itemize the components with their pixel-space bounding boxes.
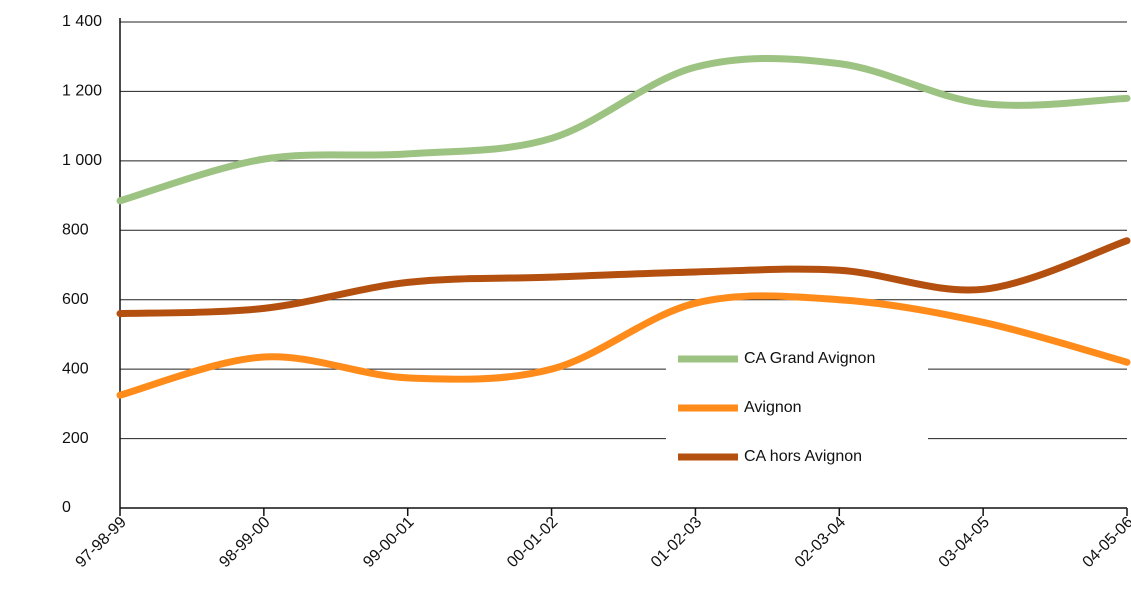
y-tick-label: 200 bbox=[62, 430, 89, 447]
x-tick-label: 98-99-00 bbox=[216, 514, 273, 571]
y-tick-label: 0 bbox=[62, 499, 71, 516]
line bbox=[116, 292, 1131, 399]
x-tick-label: 01-02-03 bbox=[648, 514, 705, 571]
legend-label: CA Grand Avignon bbox=[744, 350, 875, 367]
line bbox=[116, 237, 1131, 318]
line bbox=[116, 54, 1131, 205]
y-tick-label: 1 000 bbox=[62, 152, 102, 169]
x-tick-label: 02-03-04 bbox=[792, 514, 849, 571]
legend-label: CA hors Avignon bbox=[744, 448, 862, 465]
x-tick-label: 04-05-06 bbox=[1080, 514, 1131, 571]
y-tick-label: 1 400 bbox=[62, 13, 102, 30]
x-tick-label: 99-00-01 bbox=[360, 514, 417, 571]
x-tick-label: 97-98-99 bbox=[73, 514, 130, 571]
y-tick-label: 1 200 bbox=[62, 83, 102, 100]
y-tick-label: 400 bbox=[62, 360, 89, 377]
y-tick-label: 600 bbox=[62, 291, 89, 308]
x-tick-label: 03-04-05 bbox=[936, 514, 993, 571]
y-tick-label: 800 bbox=[62, 222, 89, 239]
x-tick-label: 00-01-02 bbox=[504, 514, 561, 571]
legend-label: Avignon bbox=[744, 399, 802, 416]
